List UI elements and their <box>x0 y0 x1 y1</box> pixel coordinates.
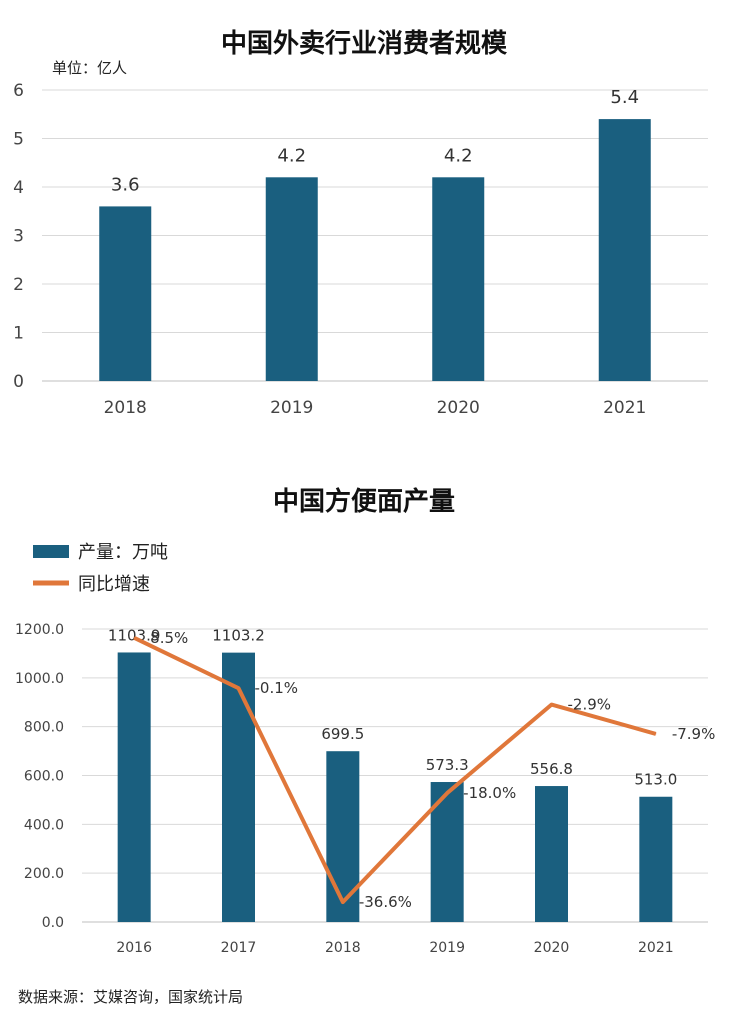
growth-point <box>551 704 552 706</box>
source-note: 数据来源：艾媒咨询，国家统计局 <box>18 988 244 1006</box>
chart1-bars: 3.6 4.2 4.2 5.4 <box>99 87 651 381</box>
growth-point <box>655 733 657 735</box>
legend-bar-swatch <box>33 545 69 558</box>
x-tick-label: 2017 <box>221 940 257 956</box>
y-tick-label: 400.0 <box>24 817 64 833</box>
y-tick-label: 4 <box>13 178 24 198</box>
legend-line-label: 同比增速 <box>78 574 150 595</box>
chart2-title: 中国方便面产量 <box>273 486 455 517</box>
data-label: 4.2 <box>277 145 306 166</box>
growth-label: -36.6% <box>359 893 412 911</box>
bar <box>639 796 673 922</box>
data-label: 556.8 <box>530 760 573 778</box>
growth-point <box>342 901 344 903</box>
growth-point <box>446 792 448 794</box>
data-label: 3.6 <box>111 174 140 195</box>
growth-label: -18.0% <box>463 784 516 802</box>
chart2-y-axis: 0.0 200.0 400.0 600.0 800.0 1000.0 1200.0 <box>15 622 64 931</box>
chart2-bars: 1103.9 1103.2 699.5 573.3 556.8 513.0 <box>108 626 677 922</box>
bar <box>535 786 568 922</box>
x-tick-label: 2018 <box>104 398 147 418</box>
y-tick-label: 6 <box>13 81 24 101</box>
x-tick-label: 2021 <box>603 398 646 418</box>
x-tick-label: 2021 <box>638 940 674 956</box>
chart1-gridlines <box>42 89 708 382</box>
y-tick-label: 2 <box>13 275 24 295</box>
x-tick-label: 2019 <box>429 940 465 956</box>
x-tick-label: 2018 <box>325 940 361 956</box>
growth-label: 8.5% <box>150 629 188 647</box>
bar <box>598 119 651 381</box>
bar <box>432 177 485 381</box>
y-tick-label: 600.0 <box>24 769 64 785</box>
data-label: 4.2 <box>444 145 473 166</box>
y-tick-label: 0 <box>13 372 24 392</box>
instant-noodle-chart: 中国方便面产量 产量：万吨 同比增速 0.0 200.0 400.0 600.0 800… <box>15 486 716 956</box>
growth-line <box>133 635 657 905</box>
growth-label: -2.9% <box>568 696 612 714</box>
y-tick-label: 0.0 <box>42 915 64 931</box>
data-label: 5.4 <box>610 87 639 108</box>
chart2-gridlines <box>82 628 708 923</box>
bar <box>117 652 151 922</box>
chart2-x-axis: 2016 2017 2018 2019 2020 2021 <box>116 940 673 956</box>
y-tick-label: 3 <box>13 227 24 247</box>
growth-label: -7.9% <box>672 725 716 743</box>
x-tick-label: 2016 <box>116 940 152 956</box>
chart1-y-axis: 0 1 2 3 4 5 6 <box>13 81 24 392</box>
x-tick-label: 2020 <box>534 940 570 956</box>
growth-point <box>238 687 239 689</box>
x-tick-label: 2019 <box>270 398 313 418</box>
chart2-legend: 产量：万吨 同比增速 <box>33 542 168 595</box>
data-label: 513.0 <box>634 771 677 789</box>
data-label: 699.5 <box>321 725 364 743</box>
y-tick-label: 1000.0 <box>15 671 64 687</box>
chart1-title: 中国外卖行业消费者规模 <box>221 28 508 59</box>
growth-point <box>133 637 135 639</box>
y-tick-label: 800.0 <box>24 720 64 736</box>
data-label: 1103.9 <box>108 626 161 644</box>
legend-bar-label: 产量：万吨 <box>78 542 168 563</box>
x-tick-label: 2020 <box>437 398 480 418</box>
bar <box>265 177 318 381</box>
y-tick-label: 5 <box>13 130 24 150</box>
y-tick-label: 1 <box>13 324 24 344</box>
y-tick-label: 1200.0 <box>15 622 64 638</box>
data-label: 1103.2 <box>212 627 265 645</box>
consumer-scale-chart: 中国外卖行业消费者规模 单位：亿人 0 1 2 3 4 5 6 3.6 4.2 4.2 5.4 2… <box>13 28 708 418</box>
bar <box>99 206 152 381</box>
growth-label: -0.1% <box>255 679 299 697</box>
chart1-unit-label: 单位：亿人 <box>52 59 127 77</box>
chart2-growth-line: 8.5% -0.1% -36.6% -18.0% -2.9% -7.9% <box>133 629 716 911</box>
chart1-x-axis: 2018 2019 2020 2021 <box>104 398 647 418</box>
data-label: 573.3 <box>426 756 469 774</box>
bar <box>222 652 255 922</box>
y-tick-label: 200.0 <box>24 866 64 882</box>
bar <box>326 751 360 922</box>
